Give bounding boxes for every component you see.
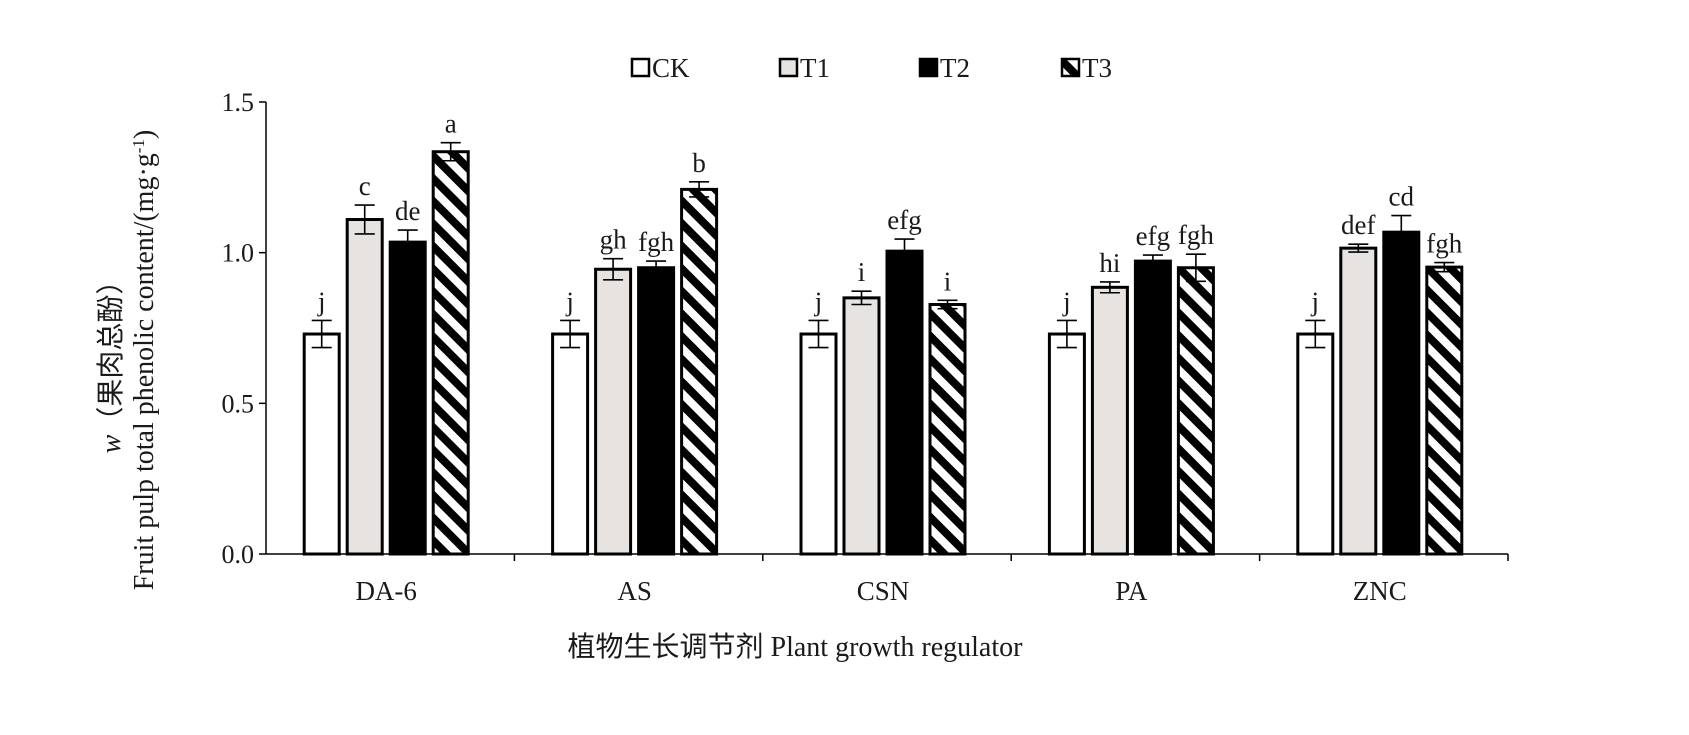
y-axis-title: w（果肉总酚） Fruit pulp total phenolic conten… (95, 130, 160, 591)
x-axis-title: 植物生长调节剂 Plant growth regulator (568, 631, 1024, 663)
category-label: CSN (857, 576, 910, 606)
legend-label-t2: T2 (940, 53, 970, 83)
bar-t3-csn (928, 302, 967, 556)
bar-ck-znc (1296, 332, 1335, 556)
legend-label-ck: CK (652, 53, 690, 83)
significance-label: j (1311, 286, 1320, 316)
bar-ck-as (551, 332, 590, 556)
y-axis-title-line1: w（果肉总酚） (95, 267, 127, 454)
legend-swatch-t3 (1060, 57, 1081, 78)
legend-label-t1: T1 (800, 53, 830, 83)
significance-label: j (814, 286, 823, 316)
significance-label: cd (1389, 182, 1415, 212)
significance-label: fgh (638, 227, 674, 257)
bar-t1-csn (842, 296, 881, 556)
significance-label: gh (600, 225, 628, 255)
significance-label: hi (1099, 248, 1120, 278)
bar-t2-pa (1133, 259, 1172, 556)
significance-label: i (944, 266, 952, 296)
y-tick-label: 1.0 (222, 239, 255, 268)
bar-t2-da-6 (388, 240, 427, 556)
bar-t2-csn (885, 249, 924, 556)
significance-label: efg (1136, 221, 1170, 251)
axes: 0.0 0.5 1.0 1.5 (222, 88, 1509, 569)
bar-t3-as (680, 187, 719, 556)
legend-swatch-t2 (918, 57, 939, 78)
significance-label: j (317, 286, 326, 316)
significance-label: j (565, 286, 574, 316)
significance-label: a (445, 109, 457, 139)
bar-t1-da-6 (345, 218, 384, 556)
y-tick-label: 0.5 (222, 389, 255, 418)
bar-t2-as (637, 266, 676, 556)
legend: CK T1 T2 T3 (630, 53, 1112, 83)
bar-t3-da-6 (431, 150, 470, 556)
legend-swatch-t1 (778, 57, 799, 78)
category-label: PA (1115, 576, 1148, 606)
bar-t1-pa (1090, 285, 1129, 556)
bars (302, 141, 1464, 556)
bar-ck-pa (1047, 332, 1086, 556)
significance-label: fgh (1178, 220, 1214, 250)
category-label: ZNC (1353, 576, 1407, 606)
legend-label-t3: T3 (1082, 53, 1112, 83)
bar-ck-da-6 (302, 332, 341, 556)
significance-label: fgh (1426, 229, 1462, 259)
significance-label: j (1062, 286, 1071, 316)
y-tick-label: 1.5 (222, 88, 255, 117)
legend-swatch-ck (630, 57, 651, 78)
significance-label: efg (887, 205, 921, 235)
category-label: DA-6 (355, 576, 417, 606)
bar-t2-znc (1382, 230, 1421, 556)
bar-t1-znc (1339, 246, 1378, 556)
significance-label: def (1341, 210, 1375, 240)
bar-ck-csn (799, 332, 838, 556)
significance-label: de (395, 196, 421, 226)
bar-t3-pa (1176, 266, 1215, 556)
bar-t1-as (594, 267, 633, 556)
significance-label: b (692, 148, 706, 178)
significance-label: i (858, 257, 866, 287)
significance-label: c (359, 171, 371, 201)
y-axis-title-line2: Fruit pulp total phenolic content/(mg·g-… (129, 130, 161, 591)
bar-t3-znc (1425, 265, 1464, 556)
y-tick-label: 0.0 (222, 540, 255, 569)
category-label: AS (617, 576, 652, 606)
